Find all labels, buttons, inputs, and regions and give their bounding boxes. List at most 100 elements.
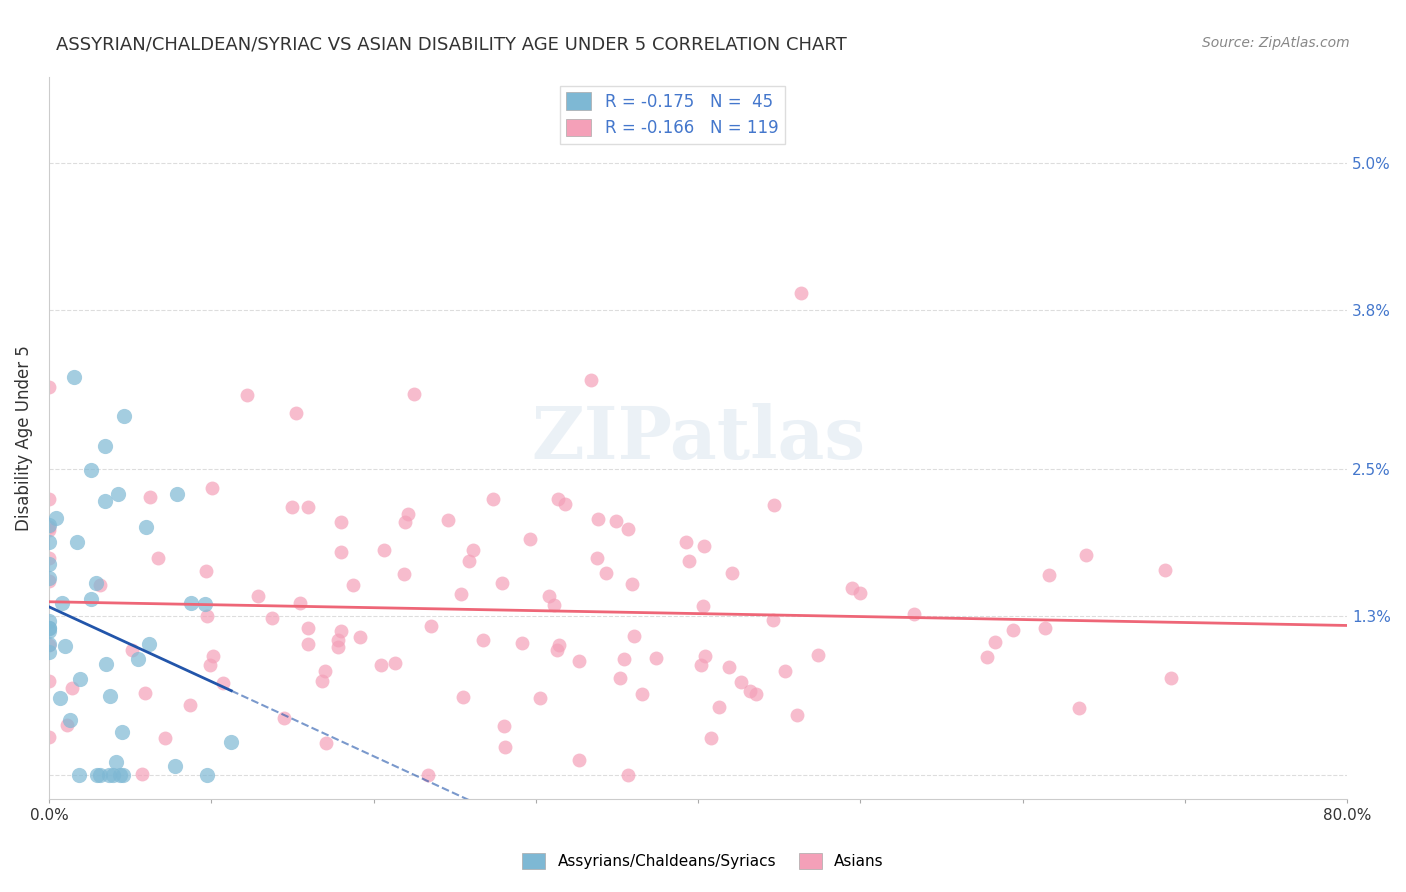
Point [689, 658, 711, 673]
Point [841, 581, 863, 595]
Point [94, 439, 117, 453]
Point [451, 690, 474, 704]
Point [38, 621, 60, 635]
Point [1033, 621, 1056, 635]
Point [111, 768, 134, 782]
Point [197, 768, 219, 782]
Point [437, 513, 460, 527]
Point [707, 700, 730, 714]
Text: Source: ZipAtlas.com: Source: ZipAtlas.com [1202, 36, 1350, 50]
Point [38, 535, 60, 549]
Point [463, 543, 485, 558]
Point [579, 373, 602, 387]
Point [1002, 623, 1025, 637]
Point [212, 676, 235, 690]
Point [595, 566, 617, 580]
Point [163, 759, 186, 773]
Point [692, 599, 714, 614]
Point [101, 768, 124, 782]
Point [38, 517, 60, 532]
Point [297, 621, 319, 635]
Point [297, 500, 319, 515]
Point [984, 635, 1007, 649]
Point [202, 648, 225, 663]
Point [38, 380, 60, 394]
Point [38, 624, 60, 638]
Point [180, 596, 202, 610]
Point [198, 657, 221, 672]
Point [195, 564, 218, 578]
Point [617, 522, 640, 536]
Point [730, 674, 752, 689]
Point [675, 535, 697, 549]
Point [621, 577, 644, 591]
Point [458, 554, 481, 568]
Point [67, 768, 90, 782]
Point [1069, 701, 1091, 715]
Point [138, 637, 160, 651]
Point [568, 654, 591, 668]
Point [166, 487, 188, 501]
Point [773, 664, 796, 678]
Point [807, 648, 830, 663]
Point [98, 768, 121, 782]
Point [38, 645, 60, 659]
Point [153, 731, 176, 745]
Point [373, 543, 395, 558]
Point [472, 633, 495, 648]
Point [94, 657, 117, 672]
Point [609, 671, 631, 685]
Point [38, 491, 60, 506]
Point [450, 586, 472, 600]
Point [546, 643, 568, 657]
Point [745, 687, 768, 701]
Point [53, 639, 76, 653]
Point [678, 554, 700, 568]
Point [786, 708, 808, 723]
Point [402, 387, 425, 401]
Point [613, 651, 636, 665]
Point [717, 660, 740, 674]
Point [547, 491, 569, 506]
Point [38, 621, 60, 635]
Point [529, 690, 551, 705]
Point [60, 681, 83, 696]
Point [38, 673, 60, 688]
Point [721, 566, 744, 580]
Point [1153, 563, 1175, 577]
Point [236, 388, 259, 402]
Point [80, 591, 103, 606]
Point [370, 658, 392, 673]
Point [179, 698, 201, 712]
Point [55, 718, 77, 732]
Point [201, 481, 224, 495]
Point [740, 683, 762, 698]
Point [51, 597, 73, 611]
Point [762, 613, 785, 627]
Point [45, 511, 67, 525]
Point [790, 285, 813, 300]
Point [548, 638, 571, 652]
Point [763, 498, 786, 512]
Point [631, 687, 654, 701]
Point [38, 637, 60, 651]
Point [121, 642, 143, 657]
Point [623, 629, 645, 643]
Legend: R = -0.175   N =  45, R = -0.166   N = 119: R = -0.175 N = 45, R = -0.166 N = 119 [560, 86, 785, 144]
Point [297, 637, 319, 651]
Point [112, 409, 135, 424]
Point [84, 576, 107, 591]
Point [605, 514, 627, 528]
Point [699, 731, 721, 746]
Point [418, 768, 440, 782]
Point [69, 673, 91, 687]
Point [89, 578, 111, 592]
Point [111, 725, 134, 739]
Point [616, 768, 638, 782]
Text: ZIPatlas: ZIPatlas [531, 403, 865, 474]
Point [127, 652, 149, 666]
Point [135, 520, 157, 534]
Point [260, 611, 283, 625]
Point [89, 768, 111, 782]
Point [330, 545, 353, 559]
